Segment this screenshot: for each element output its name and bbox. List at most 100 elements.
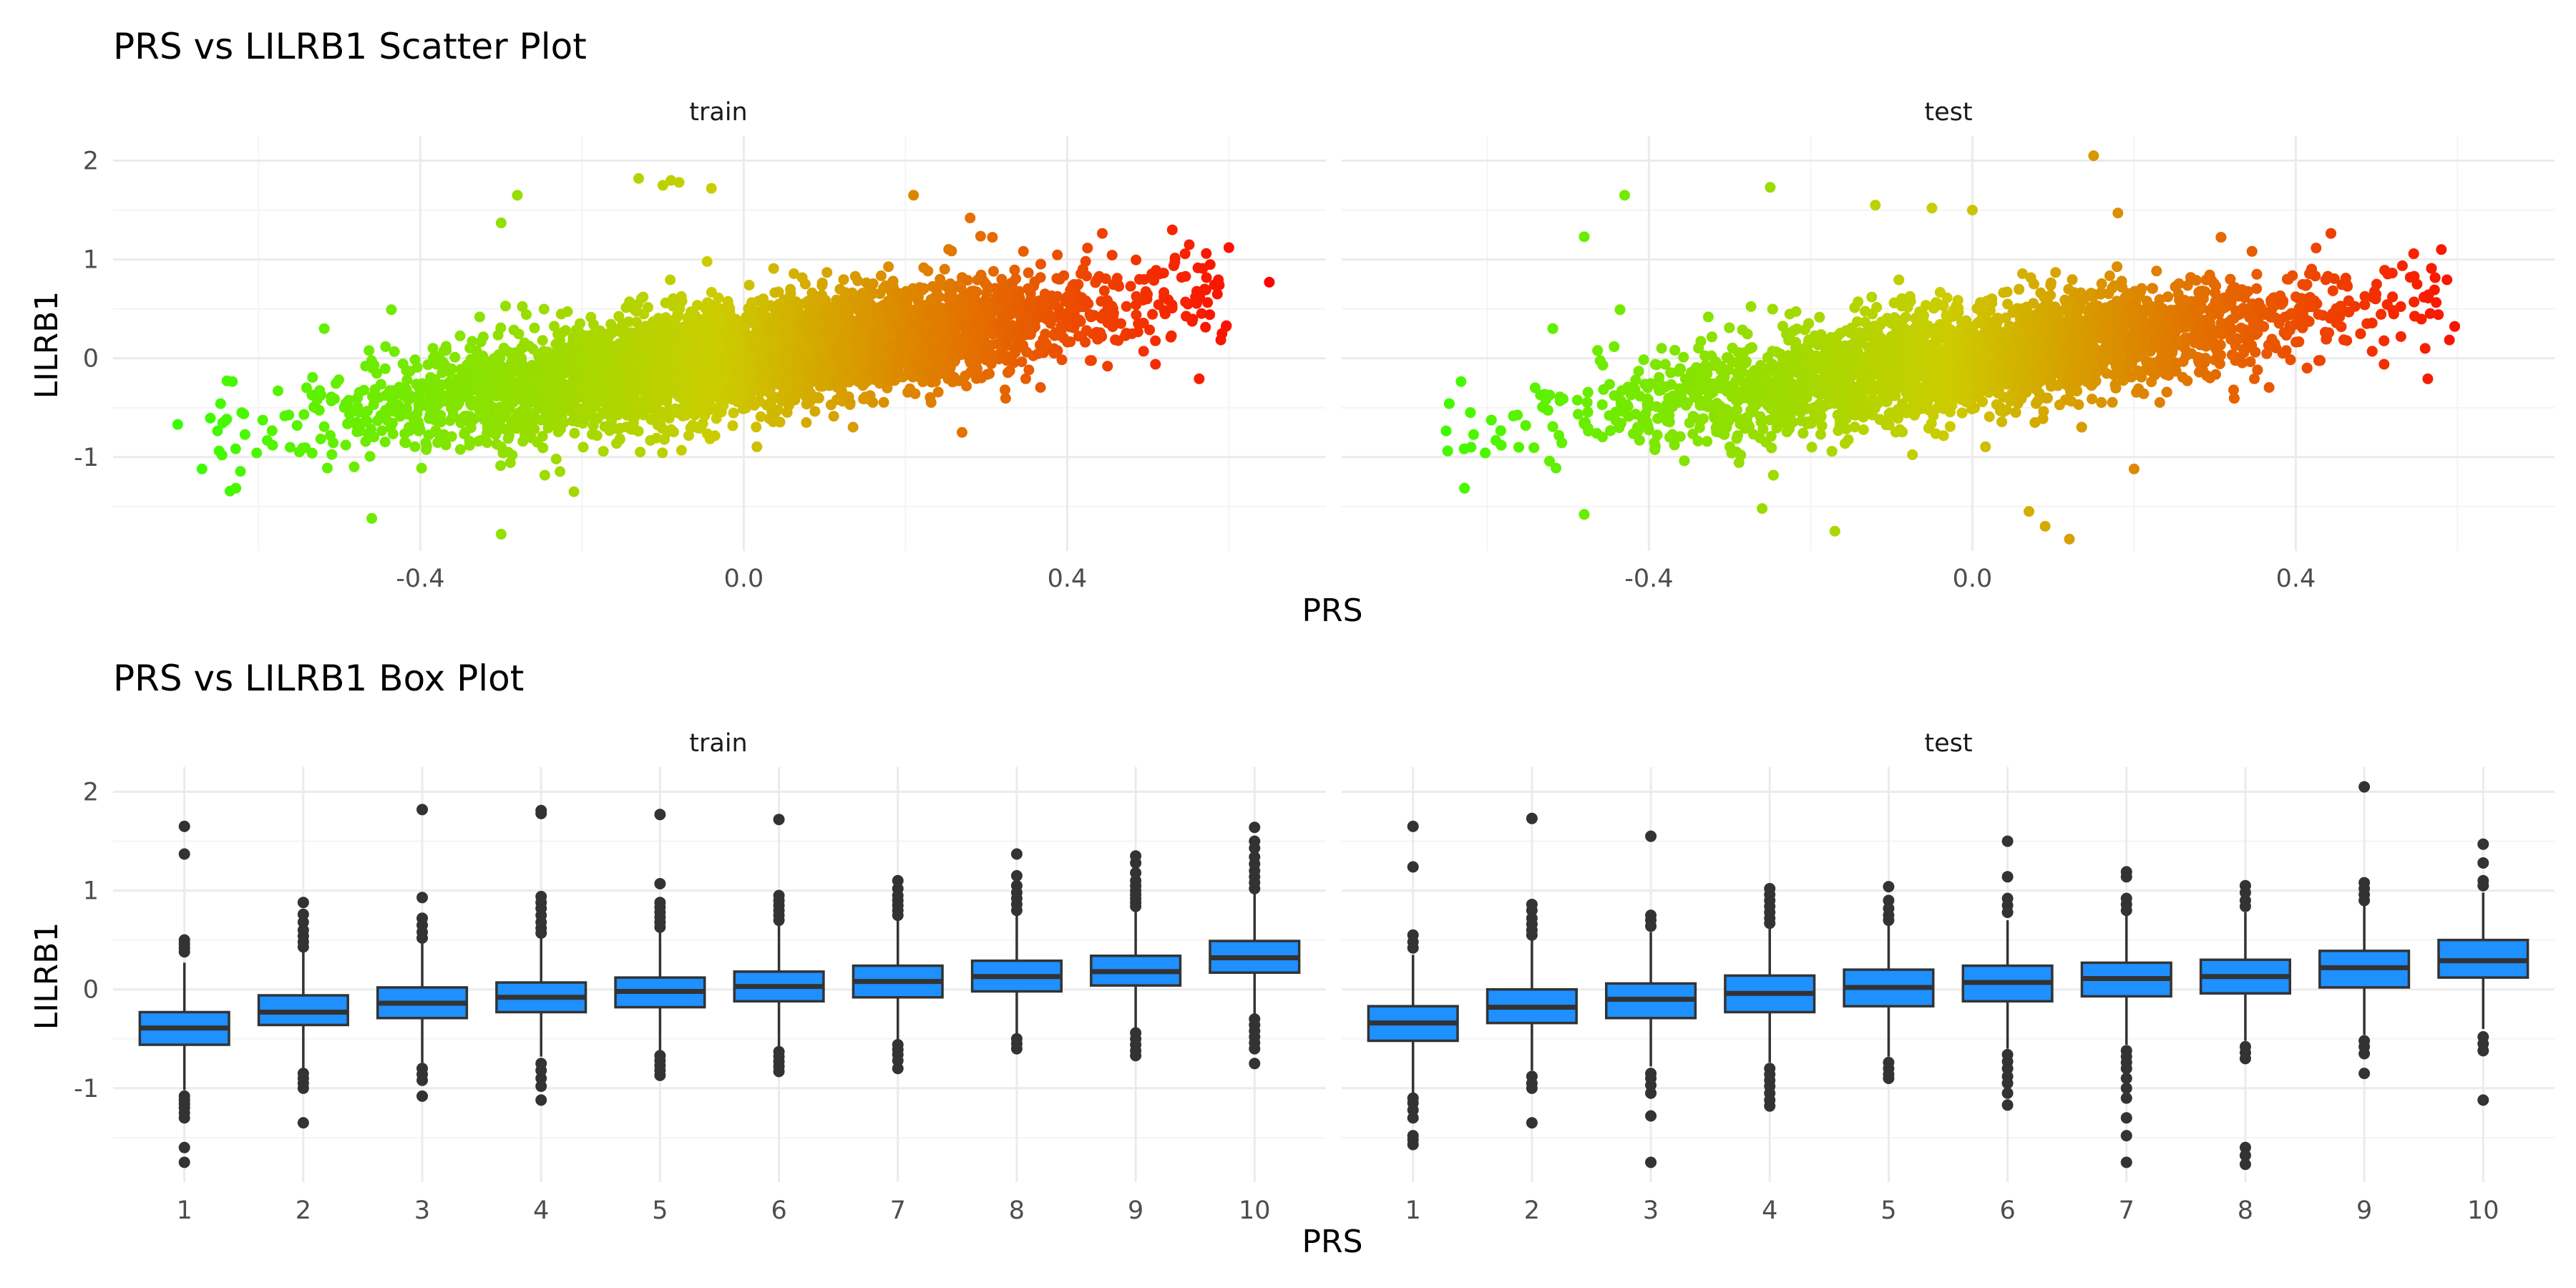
scatter-point [748,396,760,407]
scatter-point [701,428,713,439]
scatter-point [885,343,896,355]
scatter-point [432,399,444,411]
scatter-point [806,323,817,335]
scatter-point [361,416,373,426]
scatter-point [1158,305,1170,316]
scatter-point [1201,248,1212,259]
scatter-point [706,182,717,194]
scatter-point [869,353,880,364]
scatter-point [806,364,817,376]
scatter-point [802,384,814,395]
scatter-point [938,326,950,337]
scatter-point [217,417,228,429]
scatter-point [987,232,998,243]
scatter-point [734,353,746,365]
scatter-point [859,378,870,389]
scatter-point [1097,228,1108,239]
scatter-point [774,298,785,310]
scatter-point [540,409,552,420]
scatter-point [741,379,753,390]
scatter-point [318,421,330,432]
scatter-point [353,406,365,418]
scatter-point [875,270,887,281]
scatter-point [494,405,505,416]
scatter-point [422,359,434,371]
scatter-point [1055,325,1067,336]
scatter-point [366,355,377,366]
scatter-point [522,399,533,411]
scatter-point [768,416,779,427]
scatter-point [1215,334,1226,346]
scatter-point [793,374,804,386]
scatter-point [369,384,381,395]
scatter-point [1002,335,1014,346]
scatter-point [819,355,830,366]
scatter-point [784,398,795,409]
scatter-point [464,435,475,447]
scatter-point [465,422,477,434]
scatter-point [663,413,675,424]
scatter-point [1045,318,1056,329]
scatter-point [894,371,905,383]
scatter-point [379,363,391,374]
scatter-point [408,413,419,424]
scatter-point [727,316,738,327]
scatter-point [620,421,632,433]
scatter-point [273,385,283,396]
scatter-point [657,447,668,459]
scatter-point [998,283,1009,295]
scatter-point [1085,355,1096,366]
x-tick-label: 0.0 [1953,565,1993,593]
scatter-point [950,343,962,354]
scatter-point [570,324,582,336]
scatter-point [795,317,806,328]
scatter-point [816,290,828,301]
scatter-point [965,213,976,224]
scatter-point [653,396,664,407]
scatter-point [1106,250,1118,261]
scatter-point [871,342,882,353]
scatter-point [482,437,493,449]
scatter-point [449,351,461,363]
scatter-point [997,314,1009,326]
scatter-point [555,335,566,346]
scatter-point [966,286,977,297]
scatter-point [1202,297,1214,308]
scatter-point [230,443,241,454]
scatter-point [748,331,760,343]
scatter-point [577,441,589,453]
scatter-point [762,399,774,410]
scatter-point [681,355,693,366]
scatter-point [1147,308,1158,320]
scatter-point [502,433,514,444]
scatter-point [961,331,972,343]
scatter-point [858,394,869,405]
scatter-point [590,401,601,412]
scatter-point [1187,313,1199,325]
scatter-point [495,529,507,540]
scatter-point [236,407,248,419]
scatter-point [285,441,296,453]
scatter-point [679,339,691,351]
scatter-point [375,410,386,421]
scatter-point [985,323,997,335]
scatter-point [793,331,804,343]
scatter-point [631,316,642,328]
scatter-point [980,354,992,366]
scatter-point [569,396,580,407]
scatter-point [512,190,523,201]
scatter-point [474,311,485,323]
scatter-point [262,435,273,446]
x-tick-label: -0.4 [1624,565,1673,593]
scatter-point [454,444,466,455]
scatter-point [612,423,623,434]
scatter-point [625,389,636,401]
scatter-point [759,363,771,374]
scatter-point [414,382,425,394]
scatter-point [755,411,766,422]
scatter-point [768,263,779,274]
scatter-point [435,409,447,421]
scatter-point [529,322,540,333]
scatter-point [867,396,879,408]
scatter-point [364,451,376,462]
